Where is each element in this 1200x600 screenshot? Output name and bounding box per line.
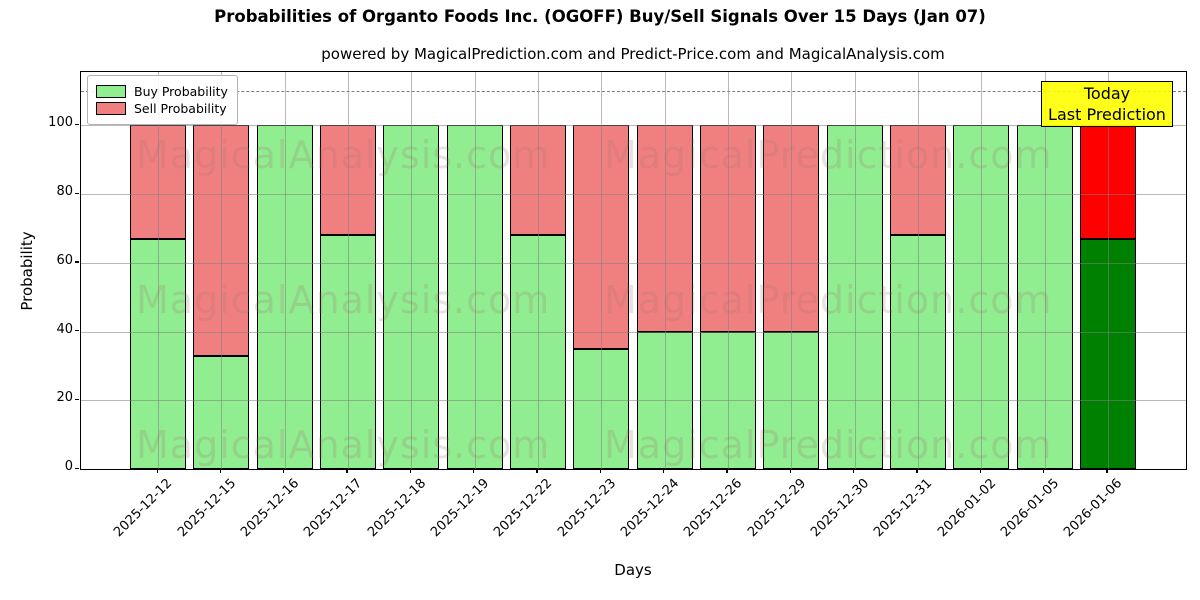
x-tick-mark [916,469,918,473]
vertical-gridline [727,72,729,469]
x-tick-mark [789,469,792,473]
y-tick-mark [75,398,79,401]
vertical-gridline [1107,72,1109,469]
horizontal-gridline [81,331,1186,333]
y-tick-mark [75,261,79,263]
x-tick-mark [283,469,285,473]
x-tick-mark [536,469,538,473]
y-tick-mark [75,123,79,126]
vertical-gridline [917,72,919,469]
x-tick-label-text: 2025-12-17 [301,476,366,541]
x-tick-label-text: 2026-01-05 [998,476,1063,541]
x-tick-label-text: 2025-12-12 [111,476,176,541]
legend-item-sell: Sell Probability [96,101,228,116]
x-axis-label: Days [614,561,652,579]
x-tick-label-text: 2025-12-19 [428,476,493,541]
horizontal-gridline [81,400,1186,402]
vertical-gridline [981,72,983,469]
vertical-gridline [601,72,603,469]
today-annotation-line2: Last Prediction [1048,105,1166,124]
y-tick-label: 60 [56,252,73,268]
x-tick-label-text: 2025-12-16 [238,476,303,541]
x-tick-mark [853,469,855,473]
x-tick-mark [409,469,412,473]
x-tick-mark [1106,469,1108,473]
today-annotation-line1: Today [1083,84,1131,103]
x-tick-mark [1043,469,1045,473]
vertical-gridline [854,72,856,469]
vertical-gridline [474,72,476,469]
x-tick-mark [979,469,982,473]
x-tick-label-text: 2026-01-06 [1061,476,1126,541]
x-tick-label-text: 2025-12-23 [554,476,619,541]
legend: Buy Probability Sell Probability [87,75,238,125]
vertical-gridline [1044,72,1046,469]
vertical-gridline [284,72,286,469]
vertical-gridline [221,72,223,469]
y-tick-mark [75,467,79,469]
horizontal-gridline [81,262,1186,264]
legend-label-buy: Buy Probability [134,84,228,99]
x-tick-mark [726,469,728,473]
x-tick-label-text: 2025-12-24 [618,476,683,541]
vertical-gridline [347,72,349,469]
x-tick-mark [663,469,665,473]
x-tick-mark [156,469,158,473]
vertical-gridline [664,72,666,469]
y-tick-label: 100 [48,115,73,131]
horizontal-gridline [81,194,1186,196]
dashed-guide-line [81,90,1186,92]
y-axis-label: Probability [18,231,36,311]
horizontal-gridline [81,125,1186,127]
x-tick-label-text: 2025-12-31 [871,476,936,541]
legend-label-sell: Sell Probability [134,101,227,116]
chart-title: Probabilities of Organto Foods Inc. (OGO… [214,7,986,26]
vertical-gridline [158,72,159,469]
plot-area: MagicalAnalysis.com MagicalPrediction.com… [80,71,1187,470]
y-tick-label: 40 [56,321,73,337]
y-tick-label: 80 [56,184,73,200]
x-tick-label-text: 2026-01-02 [934,476,999,541]
y-tick-label: 0 [64,459,73,474]
today-annotation-box: Today Last Prediction [1041,81,1173,127]
x-tick-mark [599,469,602,473]
legend-swatch-sell-icon [96,102,126,115]
x-tick-mark [473,469,475,473]
legend-item-buy: Buy Probability [96,84,228,99]
y-tick-mark [75,192,79,194]
vertical-gridline [791,72,793,469]
chart-subtitle: powered by MagicalPrediction.com and Pre… [321,45,945,63]
y-tick-label: 20 [56,390,73,406]
x-tick-label-text: 2025-12-30 [808,476,873,541]
x-tick-mark [346,469,348,473]
legend-swatch-buy-icon [96,85,126,98]
y-tick-mark [75,330,79,332]
vertical-gridline [537,72,539,469]
x-tick-label-text: 2025-12-29 [744,476,809,541]
x-tick-label-text: 2025-12-26 [681,476,746,541]
x-tick-label-text: 2025-12-22 [491,476,556,541]
x-tick-label-text: 2025-12-15 [174,476,239,541]
x-tick-label-text: 2025-12-18 [364,476,429,541]
vertical-gridline [411,72,413,469]
x-tick-mark [219,469,222,473]
